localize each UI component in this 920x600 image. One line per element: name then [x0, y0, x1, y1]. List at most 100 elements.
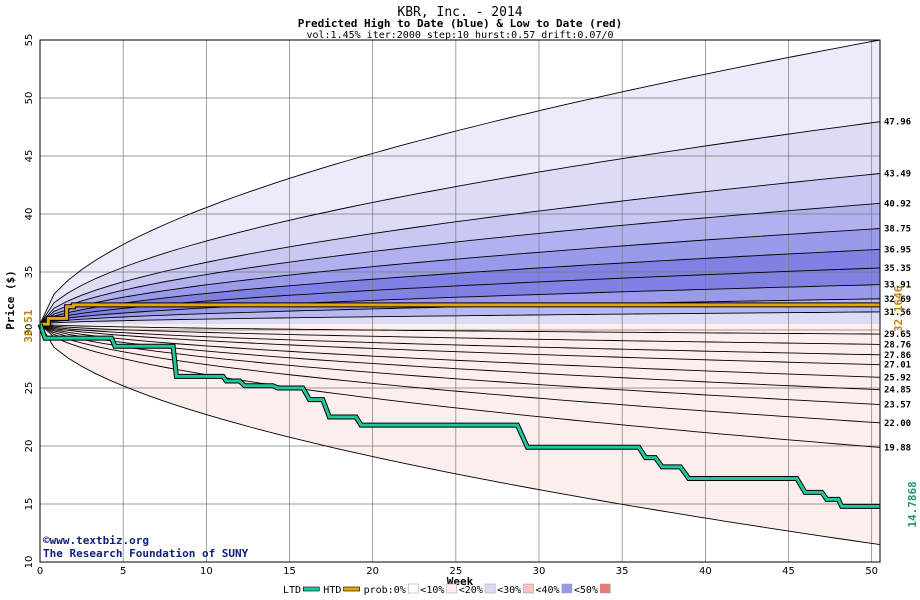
y-tick-10: 10	[24, 556, 35, 569]
legend-label-50: <50%	[574, 585, 598, 596]
ltd-line	[38, 323, 880, 508]
band-q1	[40, 121, 880, 325]
right-label-35.35: 35.35	[884, 264, 911, 274]
boundary-q3	[39, 202, 881, 325]
legend-label-40: <40%	[536, 585, 560, 596]
right-label-31.56: 31.56	[884, 308, 911, 318]
y-tick-20: 20	[24, 440, 35, 453]
boundary-q9	[39, 311, 881, 325]
y-tick-50: 50	[24, 92, 35, 105]
right-label-32.69: 32.69	[884, 295, 911, 305]
legend-swatch-10	[446, 583, 457, 594]
htd-end-label: 32.1646	[892, 285, 905, 332]
legend-label-30: <30%	[497, 585, 521, 596]
x-tick-10: 10	[200, 566, 213, 577]
legend-label-10: <10%	[420, 585, 444, 596]
band-q3	[40, 203, 880, 325]
legend-swatch-20	[484, 583, 496, 594]
right-label-43.49: 43.49	[884, 170, 911, 180]
boundary-q5	[39, 248, 881, 325]
legend-swatch-30	[523, 583, 534, 594]
right-quantile-labels: 47.96 43.49 40.92 38.75 36.95 35.35 33.91 32.69…	[884, 118, 911, 454]
boundary-q5	[39, 323, 881, 378]
right-label-22.00: 22.00	[884, 419, 911, 429]
y-tick-45: 45	[24, 150, 35, 163]
x-tick-15: 15	[283, 566, 296, 577]
x-tick-20: 20	[366, 566, 379, 577]
boundary-q3	[39, 323, 881, 406]
start-price-label: 30.51	[22, 309, 35, 342]
boundary-q2	[39, 323, 881, 424]
right-label-23.57: 23.57	[884, 401, 911, 411]
quantile-boundaries	[39, 39, 881, 546]
y-ticks: 10 15 20 25 30 35 40 45 50 55	[24, 34, 35, 569]
legend-label-20: <20%	[459, 585, 483, 596]
plot-frame	[39, 39, 881, 563]
right-label-24.85: 24.85	[884, 386, 911, 396]
band-q2	[40, 173, 880, 325]
quantile-bands	[40, 40, 880, 545]
right-label-28.76: 28.76	[884, 340, 911, 350]
boundary-q2	[39, 173, 881, 325]
boundary-q7	[39, 323, 881, 356]
chart-title: KBR, Inc. - 2014	[397, 5, 522, 20]
x-tick-25: 25	[449, 566, 462, 577]
legend-swatch-40	[561, 583, 573, 594]
legend-label-HTD: HTD	[323, 585, 341, 596]
ltd-end-label: 14.7868	[906, 481, 919, 527]
y-tick-15: 15	[24, 498, 35, 511]
y-tick-30: 30	[24, 324, 35, 337]
legend-label-LTD: LTD	[283, 585, 301, 596]
htd-line	[40, 303, 880, 326]
legend-swatch-prob0	[408, 583, 419, 594]
x-tick-5: 5	[120, 566, 126, 577]
chart-params: vol:1.45% iter:2000 step:10 hurst:0.57 d…	[306, 30, 613, 41]
credit-line-1: ©www.textbiz.org	[43, 534, 149, 547]
legend-swatch-50	[600, 583, 611, 594]
x-tick-35: 35	[616, 566, 629, 577]
boundary-max	[39, 39, 881, 325]
y-tick-25: 25	[24, 382, 35, 395]
legend-swatch-LTD	[302, 586, 320, 592]
boundary-q7	[39, 284, 881, 325]
x-tick-30: 30	[533, 566, 546, 577]
right-label-29.65: 29.65	[884, 330, 911, 340]
y-tick-40: 40	[24, 208, 35, 221]
series-lines	[37, 302, 880, 509]
x-ticks: 0 5 10 15 20 25 30 35 40 45 50	[37, 566, 878, 577]
boundary-q4	[39, 228, 881, 325]
boundary-q4	[39, 323, 881, 391]
band-q4	[40, 228, 880, 325]
band-q6	[40, 267, 880, 325]
right-label-40.92: 40.92	[884, 199, 911, 209]
y-tick-35: 35	[24, 266, 35, 279]
right-label-33.91: 33.91	[884, 281, 911, 291]
x-tick-40: 40	[699, 566, 712, 577]
x-tick-45: 45	[782, 566, 795, 577]
boundary-q8	[39, 323, 881, 345]
x-tick-0: 0	[37, 566, 43, 577]
x-tick-50: 50	[865, 566, 878, 577]
boundary-q1	[39, 323, 881, 448]
y-axis-label: Price ($)	[4, 270, 17, 330]
boundary-q1	[39, 121, 881, 325]
boundary-q6	[39, 323, 881, 366]
right-label-25.92: 25.92	[884, 373, 911, 383]
right-label-38.75: 38.75	[884, 225, 911, 235]
boundary-min	[39, 323, 881, 546]
boundary-q9	[39, 323, 881, 335]
right-label-19.88: 19.88	[884, 443, 911, 453]
band-q5	[40, 249, 880, 325]
right-label-36.95: 36.95	[884, 245, 911, 255]
right-label-27.01: 27.01	[884, 361, 911, 371]
legend: LTD HTD prob:0% <10% <20% <30% <40% <50%	[283, 583, 611, 596]
right-label-47.96: 47.96	[884, 118, 911, 128]
y-tick-55: 55	[24, 34, 35, 47]
chart-subtitle: Predicted High to Date (blue) & Low to D…	[298, 17, 623, 30]
legend-label-prob0: prob:0%	[364, 585, 406, 596]
right-label-27.86: 27.86	[884, 351, 911, 361]
legend-swatch-HTD	[343, 586, 360, 592]
band-max	[40, 40, 880, 325]
credit-line-2: The Research Foundation of SUNY	[43, 547, 249, 560]
